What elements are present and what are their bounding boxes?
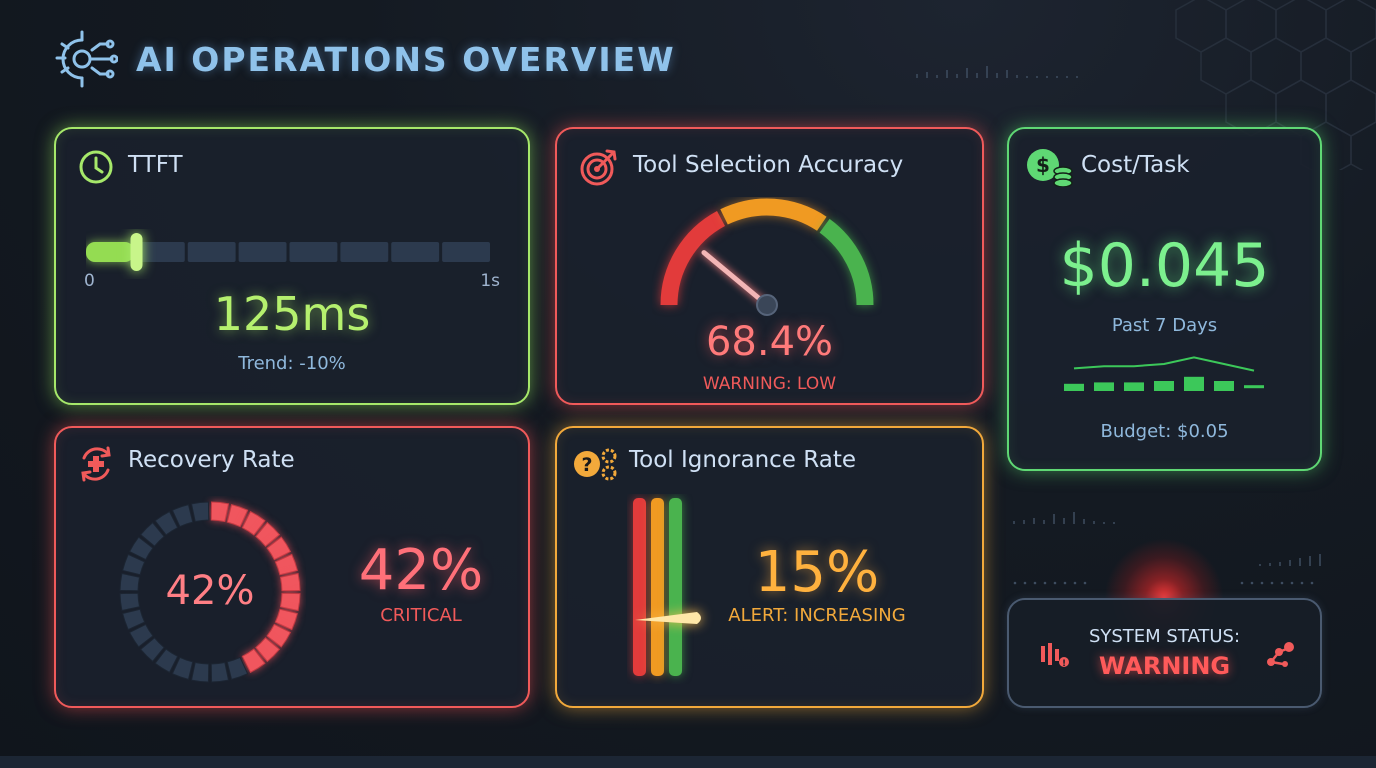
accuracy-value: 68.4%: [705, 319, 834, 365]
recovery-ring-segment: [190, 661, 210, 683]
recovery-ring-segment: [266, 623, 292, 648]
accuracy-status: WARNING: LOW: [702, 374, 837, 394]
recovery-ring-segment: [139, 521, 165, 547]
alert-nodes-icon: [1267, 642, 1294, 667]
ttft-bar-segment: [86, 242, 134, 262]
recovery-ring-segment: [139, 637, 165, 663]
ttft-bar-segment: [340, 242, 389, 262]
alert-equalizer-icon: !: [1041, 643, 1069, 669]
recovery-ring-segment: [190, 501, 210, 523]
recovery-ring-segment: [210, 501, 230, 523]
page-header: AI OPERATIONS OVERVIEW: [52, 26, 676, 92]
recovery-ring-segment: [241, 510, 266, 536]
ttft-bar-segment: [136, 242, 185, 262]
ttft-progress-bar: [86, 233, 490, 271]
ignorance-value: 15%: [754, 540, 880, 605]
svg-text:?: ?: [581, 454, 592, 476]
svg-text:!: !: [1062, 659, 1066, 669]
recovery-ring-segment: [122, 608, 146, 631]
recovery-ring-segment: [255, 521, 281, 547]
dollar-coins-icon: $: [1027, 149, 1073, 187]
accuracy-gauge: [660, 198, 874, 316]
svg-text:$: $: [1036, 153, 1050, 177]
recovery-ring-segment: [210, 661, 230, 683]
recovery-ring-segment: [119, 572, 141, 592]
ttft-bar-segment: [442, 242, 490, 262]
tick-decoration-left: [1013, 512, 1115, 524]
bottom-strip: [0, 756, 1376, 768]
cost-sparkline-bar: [1064, 383, 1084, 391]
tool-selection-card[interactable]: Tool Selection Accuracy 68.4% WARNING: L…: [555, 127, 984, 405]
recovery-ring-segment: [122, 553, 146, 576]
recovery-value: 42%: [358, 538, 484, 603]
recovery-ring-segment: [128, 623, 154, 648]
recovery-ring: [119, 501, 301, 683]
ttft-bar-segment: [289, 242, 338, 262]
ttft-value: 125ms: [213, 287, 371, 341]
ignorance-status: ALERT: INCREASING: [728, 605, 906, 626]
ttft-scale-max: 1s: [480, 271, 500, 291]
recovery-status: CRITICAL: [380, 605, 462, 626]
recovery-ring-segment: [154, 648, 179, 674]
cost-sparkline-bar: [1214, 381, 1234, 391]
target-icon: [580, 149, 617, 186]
cost-title: Cost/Task: [1081, 152, 1190, 178]
recovery-card[interactable]: Recovery Rate 42% 42% CRITICAL: [54, 426, 530, 708]
ttft-card[interactable]: TTFT 0 1s 125ms Trend: -10%: [54, 127, 530, 405]
recovery-ring-segment: [255, 637, 281, 663]
dotted-line-decoration: [1013, 581, 1314, 585]
cost-sparkline-line: [1073, 356, 1255, 372]
recovery-ring-segment: [279, 592, 301, 612]
cost-sparkline-bar: [1184, 376, 1204, 391]
cost-sparkline-bar: [1244, 385, 1264, 389]
ignorance-level-bars: [633, 498, 701, 676]
recovery-ring-segment: [119, 592, 141, 612]
recovery-ring-segment: [171, 656, 194, 680]
recovery-ring-segment: [274, 608, 298, 631]
ttft-title: TTFT: [128, 152, 183, 178]
cost-period: Past 7 Days: [1111, 315, 1218, 336]
ttft-bar-segment: [187, 242, 236, 262]
page-title: AI OPERATIONS OVERVIEW: [136, 39, 676, 79]
recovery-ring-segment: [154, 510, 179, 536]
recovery-ring-segment: [226, 656, 249, 680]
ttft-bar-segment: [391, 242, 440, 262]
recovery-ring-segment: [279, 572, 301, 592]
recovery-ring-segment: [128, 536, 154, 561]
recovery-ring-segment: [274, 553, 298, 576]
ttft-trend: Trend: -10%: [238, 353, 346, 374]
cost-sparkline: [1064, 356, 1264, 391]
cost-value: $0.045: [1059, 231, 1270, 301]
ttft-scale-min: 0: [84, 271, 95, 291]
tick-decoration: [916, 66, 1078, 78]
recovery-ring-segment: [241, 648, 266, 674]
system-status-value: WARNING: [1098, 652, 1231, 680]
tool-ignorance-card[interactable]: ? Tool Ignorance Rate 15% ALERT: INCREAS…: [555, 426, 984, 708]
cost-card[interactable]: $ Cost/Task $0.045 Past 7 Days Budget: $…: [1007, 127, 1322, 471]
cost-sparkline-bar: [1094, 382, 1114, 391]
cost-budget: Budget: $0.05: [1100, 421, 1229, 442]
system-status-label: SYSTEM STATUS:: [1088, 626, 1241, 647]
gear-circuit-icon: [55, 30, 118, 88]
recovery-cross-icon: [81, 446, 111, 482]
recovery-ring-segment: [226, 504, 249, 528]
system-status-card[interactable]: ! SYSTEM STATUS: WARNING: [1007, 598, 1322, 708]
cost-sparkline-bar: [1154, 381, 1174, 391]
tool-selection-title: Tool Selection Accuracy: [633, 152, 904, 178]
recovery-title: Recovery Rate: [128, 447, 295, 473]
tick-decoration-right: [1259, 554, 1321, 566]
recovery-ring-label: 42%: [165, 568, 255, 614]
question-gears-icon: ?: [574, 448, 617, 481]
cost-sparkline-bar: [1124, 382, 1144, 391]
clock-icon: [79, 150, 113, 184]
hex-pattern-decoration: [1175, 0, 1376, 170]
ttft-bar-segment: [238, 242, 287, 262]
tool-ignorance-title: Tool Ignorance Rate: [629, 447, 856, 473]
recovery-ring-segment: [171, 504, 194, 528]
recovery-ring-segment: [266, 536, 292, 561]
